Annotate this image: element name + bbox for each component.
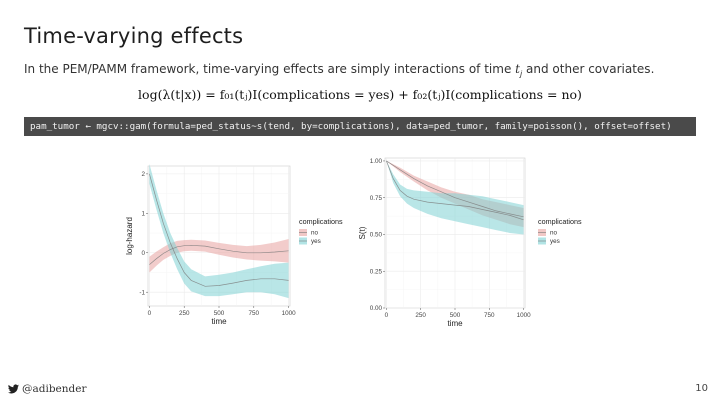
page-number: 10 — [695, 383, 708, 394]
twitter-icon — [8, 384, 19, 394]
y-tick-label: 0.50 — [370, 232, 383, 239]
legend-title: complications — [299, 217, 343, 226]
x-tick-label: 1000 — [282, 310, 297, 317]
intro-var: t — [515, 62, 520, 76]
legend-label-yes: yes — [311, 238, 321, 245]
x-tick-label: 1000 — [517, 312, 532, 319]
y-tick-label: 0.00 — [370, 305, 383, 312]
intro-pre: In the PEM/PAMM framework, time-varying … — [24, 62, 516, 76]
line-yes — [149, 173, 289, 287]
y-tick-label: 2 — [141, 171, 145, 178]
legend-label-no: no — [550, 230, 558, 237]
legend-label-no: no — [311, 230, 319, 237]
ribbon-yes — [149, 164, 289, 299]
x-tick-label: 250 — [415, 312, 426, 319]
y-axis-title: S(t) — [358, 226, 367, 239]
x-axis-title: time — [211, 317, 227, 326]
x-tick-label: 0 — [148, 310, 152, 317]
intro-sub: j — [519, 69, 523, 79]
code-block: pam_tumor ← mgcv::gam(formula=ped_status… — [24, 117, 696, 136]
legend-label-yes: yes — [550, 238, 560, 245]
hazard-formula: log(λ(t|x)) = f₀₁(tⱼ)I(complications = y… — [138, 87, 582, 102]
survival-svg: 0 250 500 750 1000 0.00 0.25 0.50 0.75 1.00 time S(… — [358, 157, 582, 328]
y-tick-label: 0.75 — [370, 195, 383, 202]
x-tick-label: 250 — [179, 310, 190, 317]
line-no — [149, 244, 289, 265]
y-tick-label: 0 — [141, 250, 145, 257]
x-tick-label: 500 — [450, 312, 461, 319]
y-axis-title: log-hazard — [125, 217, 134, 255]
legend-title: complications — [538, 217, 582, 226]
intro-post: and other covariates. — [522, 62, 655, 76]
y-tick-label: 0.25 — [370, 268, 383, 275]
x-tick-label: 500 — [214, 310, 225, 317]
x-axis-title: time — [447, 319, 463, 328]
y-tick-label: -1 — [139, 289, 145, 296]
intro-text: In the PEM/PAMM framework, time-varying … — [24, 62, 654, 78]
log-hazard-chart: 0 250 500 750 1000 -1 0 1 2 time log-hazard complic… — [120, 158, 360, 328]
survival-chart: 0 250 500 750 1000 0.00 0.25 0.50 0.75 1.00 time S(… — [355, 152, 600, 330]
slide-title: Time-varying effects — [24, 24, 244, 48]
line-yes — [386, 160, 524, 221]
ribbon-no — [149, 239, 289, 273]
x-tick-label: 750 — [249, 310, 260, 317]
handle-text: @adibender — [22, 383, 87, 395]
log-hazard-svg: 0 250 500 750 1000 -1 0 1 2 time log-hazard complic… — [125, 164, 343, 326]
x-tick-label: 750 — [484, 312, 495, 319]
y-tick-label: 1 — [141, 211, 145, 218]
y-tick-label: 1.00 — [370, 158, 383, 165]
footer-handle: @adibender — [8, 383, 87, 395]
x-tick-label: 0 — [385, 312, 389, 319]
line-no — [386, 160, 524, 218]
